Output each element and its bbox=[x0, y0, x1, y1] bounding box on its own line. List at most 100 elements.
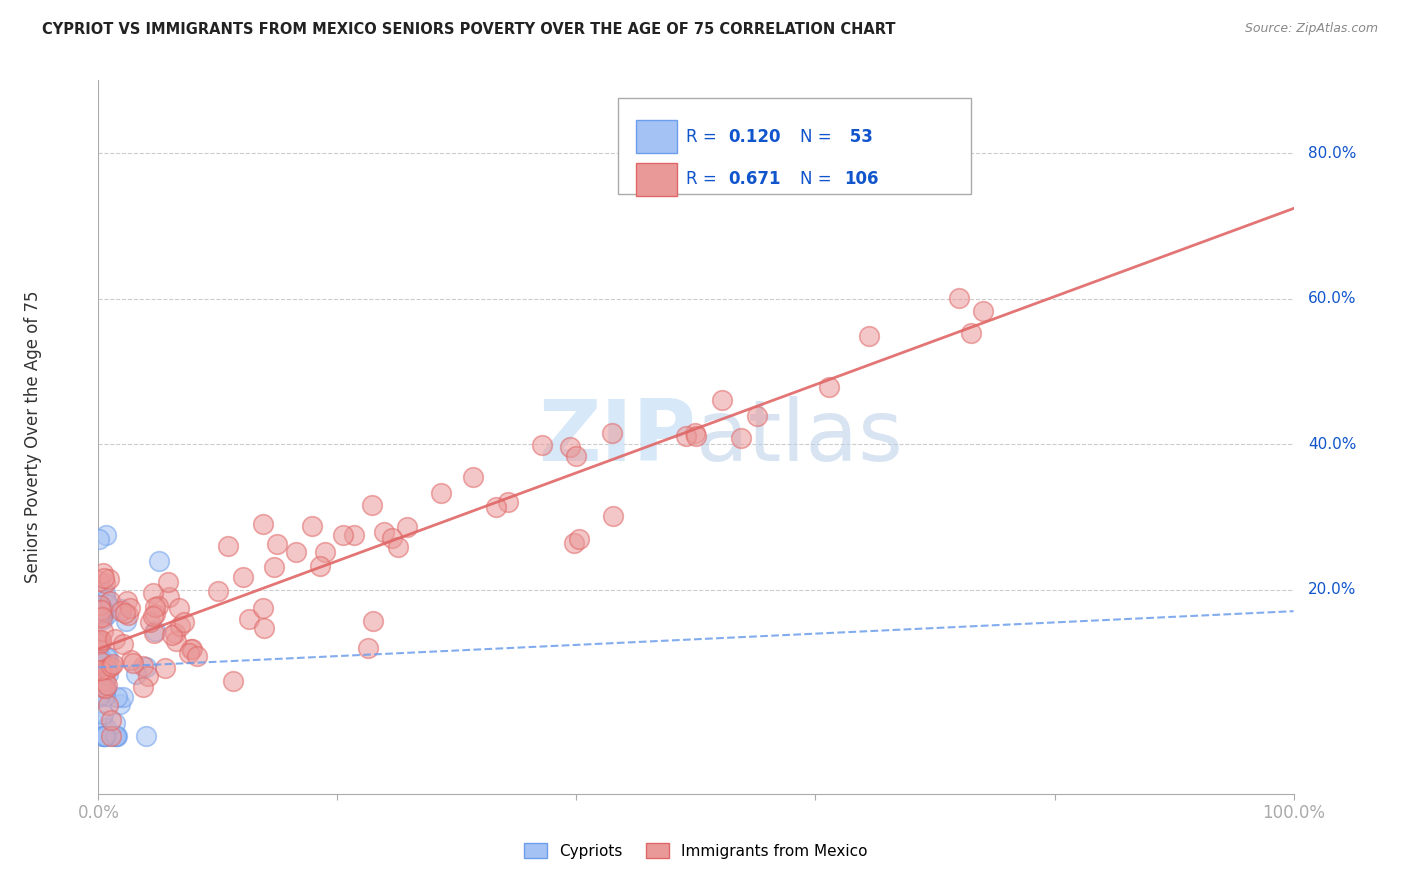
Point bbox=[94, 689, 117, 703]
Point bbox=[675, 428, 697, 442]
Point bbox=[100, 713, 122, 727]
Point bbox=[105, 729, 128, 743]
Point bbox=[100, 729, 122, 743]
Point bbox=[343, 528, 366, 542]
Text: 20.0%: 20.0% bbox=[1308, 582, 1357, 598]
Point bbox=[972, 304, 994, 318]
Text: R =: R = bbox=[686, 128, 723, 145]
Point bbox=[93, 673, 115, 688]
Point bbox=[157, 590, 180, 604]
Point bbox=[217, 539, 239, 553]
Point bbox=[93, 729, 115, 743]
Point bbox=[685, 429, 707, 443]
Point bbox=[90, 655, 112, 669]
Point bbox=[91, 603, 114, 617]
Point bbox=[91, 612, 114, 626]
FancyBboxPatch shape bbox=[637, 163, 676, 196]
Point bbox=[91, 606, 114, 620]
Point bbox=[89, 598, 111, 612]
Point bbox=[87, 635, 110, 649]
Point bbox=[96, 650, 118, 665]
Point bbox=[96, 729, 118, 743]
Text: ZIP: ZIP bbox=[538, 395, 696, 479]
Point bbox=[120, 601, 142, 615]
Point bbox=[332, 528, 354, 542]
Point bbox=[818, 380, 841, 394]
Point bbox=[145, 607, 167, 621]
Point bbox=[91, 729, 114, 743]
Point bbox=[98, 660, 121, 674]
Point bbox=[169, 619, 191, 633]
Point bbox=[115, 594, 138, 608]
Point bbox=[91, 566, 114, 581]
Point bbox=[207, 584, 229, 599]
Point bbox=[97, 666, 120, 681]
Point bbox=[96, 597, 118, 611]
Point bbox=[111, 690, 134, 705]
Point bbox=[90, 686, 112, 700]
Point bbox=[960, 326, 983, 340]
Point bbox=[115, 615, 138, 629]
Point bbox=[357, 641, 380, 656]
Point bbox=[132, 659, 155, 673]
Point bbox=[142, 609, 165, 624]
Point bbox=[91, 680, 114, 694]
Point bbox=[263, 559, 285, 574]
Point bbox=[381, 532, 404, 546]
Point bbox=[90, 672, 112, 686]
Point bbox=[139, 615, 162, 630]
Point bbox=[110, 604, 132, 618]
Point bbox=[153, 661, 176, 675]
Point bbox=[602, 509, 624, 524]
Point bbox=[238, 612, 260, 626]
Point bbox=[97, 698, 120, 712]
Point bbox=[730, 432, 752, 446]
Point bbox=[94, 674, 117, 689]
FancyBboxPatch shape bbox=[619, 98, 972, 194]
Point bbox=[132, 680, 155, 694]
Point bbox=[108, 697, 131, 711]
Point bbox=[94, 528, 117, 542]
Point bbox=[96, 607, 118, 621]
Point bbox=[360, 498, 382, 512]
Point bbox=[90, 652, 112, 666]
Point bbox=[91, 604, 114, 618]
Point bbox=[602, 426, 624, 441]
Point bbox=[91, 663, 114, 677]
Point bbox=[91, 707, 114, 722]
Point bbox=[89, 607, 111, 621]
Point bbox=[114, 607, 136, 621]
Point bbox=[105, 690, 128, 705]
Point bbox=[710, 392, 733, 407]
Point bbox=[173, 615, 195, 629]
Point bbox=[93, 729, 115, 743]
Point bbox=[87, 637, 110, 651]
Point bbox=[135, 660, 157, 674]
Point bbox=[120, 653, 142, 667]
Legend: Cypriots, Immigrants from Mexico: Cypriots, Immigrants from Mexico bbox=[519, 837, 873, 864]
Point bbox=[564, 535, 586, 549]
Point bbox=[148, 554, 170, 568]
Point bbox=[90, 632, 112, 647]
Text: 53: 53 bbox=[844, 128, 873, 145]
Point bbox=[252, 601, 274, 615]
Point bbox=[103, 657, 125, 672]
Point bbox=[162, 627, 184, 641]
Point bbox=[89, 640, 111, 654]
Text: 80.0%: 80.0% bbox=[1308, 145, 1357, 161]
Point bbox=[90, 603, 112, 617]
Point bbox=[94, 722, 117, 736]
Point bbox=[87, 574, 110, 589]
Point bbox=[105, 729, 128, 743]
Point bbox=[180, 642, 202, 657]
Point bbox=[111, 637, 134, 651]
Point bbox=[568, 532, 591, 546]
Point bbox=[148, 599, 170, 613]
Point bbox=[156, 574, 179, 589]
Point bbox=[94, 649, 117, 664]
Point bbox=[94, 575, 117, 590]
Point bbox=[496, 495, 519, 509]
Point bbox=[948, 291, 970, 305]
Point bbox=[135, 729, 157, 743]
Point bbox=[104, 729, 127, 743]
